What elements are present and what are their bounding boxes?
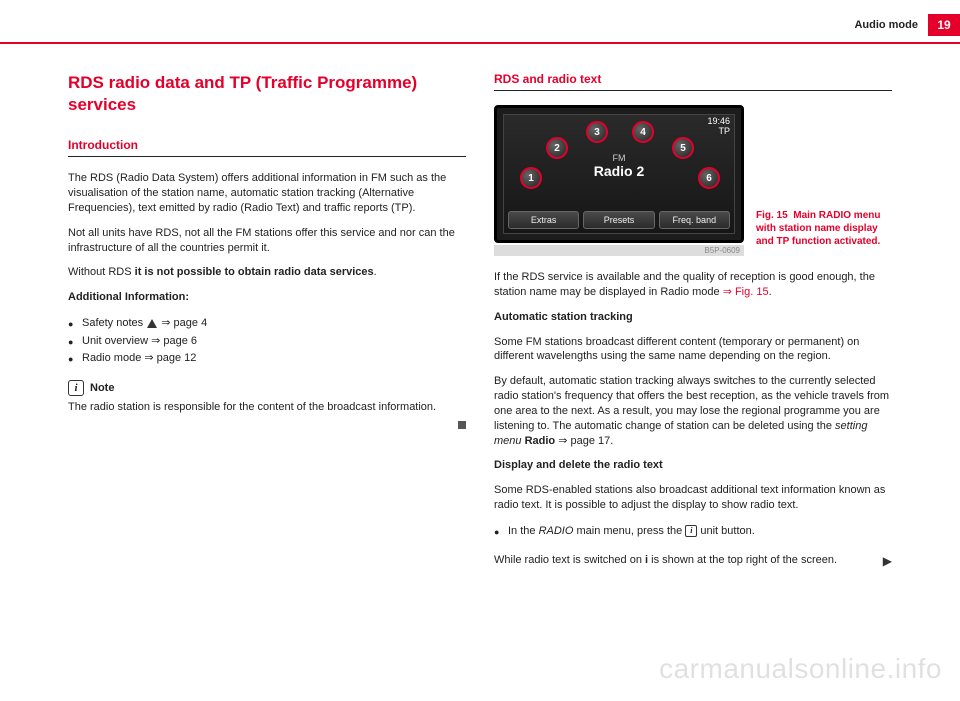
step-text-c: main menu, press the (573, 525, 685, 537)
info-button-icon: i (685, 525, 697, 537)
p1-text: If the RDS service is available and the … (494, 271, 875, 298)
additional-info-list: Safety notes ⇒ page 4 Unit overview ⇒ pa… (68, 315, 466, 368)
radiotext-p1: Some RDS-enabled stations also broadcast… (494, 483, 892, 513)
radiotext-p2: While radio text is switched on i is sho… (494, 553, 892, 568)
page-header: Audio mode 19 (0, 0, 960, 42)
page-number: 19 (928, 14, 960, 36)
right-column: RDS and radio text 19:46 TP 1 2 3 4 (494, 72, 892, 577)
p3-link: ⇒ page 17. (555, 435, 613, 447)
tracking-p1: Some FM stations broadcast different con… (494, 335, 892, 365)
subheading-radiotext: Display and delete the radio text (494, 458, 892, 473)
info-icon: i (68, 380, 84, 396)
extras-button[interactable]: Extras (508, 211, 579, 229)
intro-heading: Introduction (68, 138, 466, 152)
continue-arrow-icon: ▶ (883, 553, 892, 569)
figure-code: B5P-0609 (494, 245, 744, 256)
p1-suffix: . (769, 286, 772, 298)
preset-button-4[interactable]: 4 (632, 121, 654, 143)
p3-prefix: Without RDS (68, 266, 135, 278)
freq-band-button[interactable]: Freq. band (659, 211, 730, 229)
p3-text: By default, automatic station tracking a… (494, 375, 889, 432)
radiotext-steps: In the RADIO main menu, press the i unit… (494, 523, 892, 541)
section-end-marker (458, 421, 466, 429)
screen-button-row: Extras Presets Freq. band (508, 211, 730, 229)
list-item: In the RADIO main menu, press the i unit… (494, 523, 892, 541)
preset-button-3[interactable]: 3 (586, 121, 608, 143)
list-item: Safety notes ⇒ page 4 (68, 315, 466, 333)
step-text-d: unit button. (697, 525, 755, 537)
p3-suffix: . (374, 266, 377, 278)
intro-p2: Not all units have RDS, not all the FM s… (68, 226, 466, 256)
figure-container: 19:46 TP 1 2 3 4 5 6 FM (494, 105, 744, 256)
rds-p1: If the RDS service is available and the … (494, 270, 892, 300)
content-columns: RDS radio data and TP (Traffic Programme… (0, 72, 960, 577)
header-rule (0, 42, 960, 44)
heading-rule (68, 156, 466, 157)
step-text-a: In the (508, 525, 539, 537)
watermark: carmanualsonline.info (659, 653, 942, 685)
intro-p3: Without RDS it is not possible to obtain… (68, 265, 466, 280)
radio-screen: 19:46 TP 1 2 3 4 5 6 FM (503, 114, 735, 234)
rds-heading: RDS and radio text (494, 72, 892, 86)
note-heading: i Note (68, 380, 466, 396)
figure-row: 19:46 TP 1 2 3 4 5 6 FM (494, 105, 892, 256)
station-name: Radio 2 (504, 163, 734, 179)
step-radio-label: RADIO (539, 525, 574, 537)
radio-unit: 19:46 TP 1 2 3 4 5 6 FM (494, 105, 744, 243)
main-title: RDS radio data and TP (Traffic Programme… (68, 72, 466, 116)
warning-icon (147, 319, 157, 328)
tracking-p2: By default, automatic station tracking a… (494, 374, 892, 448)
intro-p1: The RDS (Radio Data System) offers addit… (68, 171, 466, 216)
subheading-tracking: Automatic station tracking (494, 310, 892, 325)
p5-text-a: While radio text is switched on (494, 554, 645, 566)
fig-link: ⇒ Fig. 15 (723, 286, 769, 298)
presets-button[interactable]: Presets (583, 211, 654, 229)
note-label: Note (90, 382, 114, 394)
p5-text-b: is shown at the top right of the screen. (648, 554, 837, 566)
bullet-text: Safety notes (82, 317, 146, 329)
p3-bold: Radio (522, 435, 556, 447)
list-item: Radio mode ⇒ page 12 (68, 350, 466, 368)
p3-bold: it is not possible to obtain radio data … (135, 266, 374, 278)
heading-rule (494, 90, 892, 91)
station-display: FM Radio 2 (504, 153, 734, 179)
left-column: RDS radio data and TP (Traffic Programme… (68, 72, 466, 577)
band-label: FM (504, 153, 734, 163)
bullet-link: ⇒ page 4 (158, 317, 207, 329)
figure-caption: Fig. 15 Main RADIO menu with station nam… (756, 209, 892, 256)
section-label: Audio mode (854, 19, 918, 31)
figure-label: Fig. 15 (756, 210, 788, 221)
additional-info-heading: Additional Information: (68, 290, 466, 305)
list-item: Unit overview ⇒ page 6 (68, 333, 466, 351)
note-text: The radio station is responsible for the… (68, 400, 466, 415)
